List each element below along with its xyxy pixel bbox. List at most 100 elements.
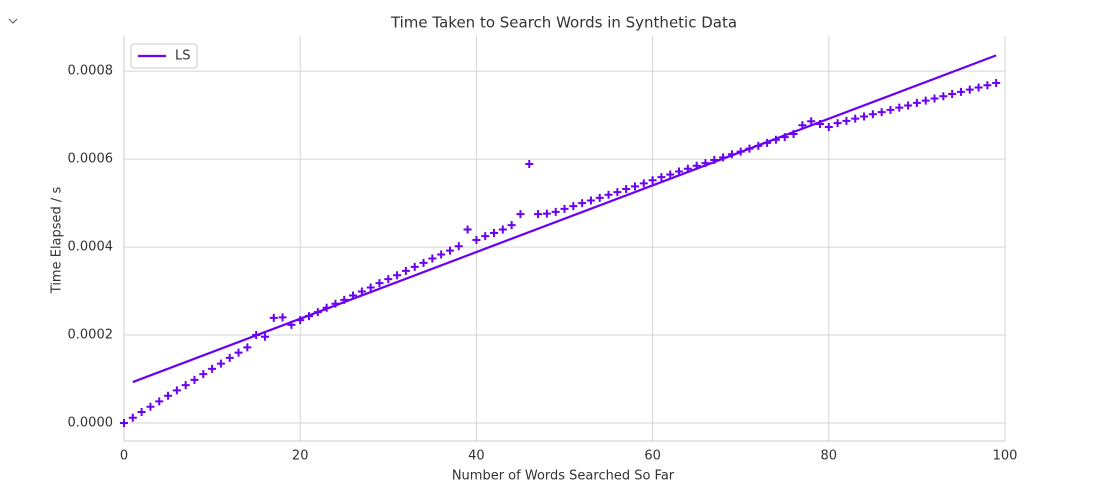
scatter-point bbox=[269, 313, 278, 322]
scatter-point bbox=[983, 81, 992, 90]
scatter-point bbox=[313, 308, 322, 317]
scatter-point bbox=[225, 353, 234, 362]
scatter-point bbox=[498, 225, 507, 234]
scatter-point bbox=[578, 199, 587, 208]
scatter-point bbox=[507, 221, 516, 230]
scatter-point bbox=[842, 116, 851, 125]
scatter-point bbox=[956, 87, 965, 96]
scatter-point bbox=[727, 150, 736, 159]
scatter-point bbox=[252, 331, 261, 340]
scatter-point bbox=[322, 303, 331, 312]
scatter-point bbox=[516, 210, 525, 219]
scatter-point bbox=[912, 98, 921, 107]
scatter-point bbox=[454, 242, 463, 251]
scatter-point bbox=[375, 279, 384, 288]
scatter-point bbox=[181, 381, 190, 390]
scatter-point bbox=[630, 182, 639, 191]
scatter-point bbox=[560, 204, 569, 213]
scatter-point bbox=[296, 316, 305, 325]
scatter-point bbox=[199, 370, 208, 379]
scatter-point bbox=[463, 225, 472, 234]
scatter-point bbox=[595, 193, 604, 202]
scatter-point bbox=[551, 207, 560, 216]
scatter-point bbox=[860, 112, 869, 121]
scatter-point bbox=[243, 343, 252, 352]
scatter-point bbox=[278, 313, 287, 322]
scatter-point bbox=[948, 90, 957, 99]
scatter-point bbox=[137, 407, 146, 416]
scatter-point bbox=[868, 110, 877, 119]
scatter-point bbox=[445, 246, 454, 255]
scatter-point bbox=[701, 159, 710, 168]
chart-title: Time Taken to Search Words in Synthetic … bbox=[390, 14, 737, 32]
scatter-point bbox=[974, 83, 983, 92]
x-tick-label: 80 bbox=[821, 449, 838, 464]
scatter-point bbox=[260, 332, 269, 341]
scatter-point bbox=[798, 121, 807, 130]
y-tick-label: 0.0000 bbox=[68, 415, 114, 430]
scatter-point bbox=[525, 159, 534, 168]
scatter-point bbox=[481, 232, 490, 241]
x-tick-label: 100 bbox=[993, 449, 1018, 464]
scatter-point bbox=[534, 210, 543, 219]
scatter-point bbox=[234, 348, 243, 357]
scatter-point bbox=[824, 123, 833, 132]
scatter-point bbox=[155, 397, 164, 406]
scatter-point bbox=[939, 92, 948, 101]
scatter-point bbox=[763, 138, 772, 147]
scatter-point bbox=[807, 117, 816, 126]
y-tick-label: 0.0004 bbox=[68, 240, 114, 255]
x-tick-label: 20 bbox=[292, 449, 309, 464]
scatter-point bbox=[472, 236, 481, 245]
fit-line bbox=[132, 54, 997, 384]
scatter-point bbox=[287, 320, 296, 329]
scatter-point bbox=[719, 153, 728, 162]
y-tick-label: 0.0002 bbox=[68, 328, 114, 343]
y-tick-label: 0.0006 bbox=[68, 152, 114, 167]
scatter-point bbox=[622, 185, 631, 194]
x-tick-label: 0 bbox=[120, 449, 128, 464]
scatter-point bbox=[692, 161, 701, 170]
scatter-point bbox=[216, 359, 225, 368]
scatter-point bbox=[851, 114, 860, 123]
scatter-point bbox=[410, 262, 419, 271]
scatter-point bbox=[586, 196, 595, 205]
x-tick-label: 40 bbox=[468, 449, 485, 464]
collapse-chevron[interactable] bbox=[8, 18, 18, 24]
scatter-point bbox=[675, 167, 684, 176]
scatter-point bbox=[128, 413, 137, 422]
scatter-point bbox=[172, 386, 181, 395]
scatter-point bbox=[357, 287, 366, 296]
scatter-point bbox=[921, 96, 930, 105]
scatter-point bbox=[164, 391, 173, 400]
scatter-point bbox=[789, 130, 798, 139]
scatter-point bbox=[349, 291, 358, 300]
scatter-point bbox=[428, 254, 437, 263]
scatter-point bbox=[305, 312, 314, 321]
x-tick-label: 60 bbox=[644, 449, 661, 464]
scatter-point bbox=[895, 103, 904, 112]
scatter-point bbox=[490, 229, 499, 238]
scatter-point bbox=[542, 209, 551, 218]
scatter-point bbox=[401, 266, 410, 275]
scatter-point bbox=[930, 94, 939, 103]
scatter-point bbox=[384, 275, 393, 284]
scatter-point bbox=[683, 164, 692, 173]
scatter-point bbox=[331, 299, 340, 308]
scatter-point bbox=[992, 79, 1001, 88]
scatter-point bbox=[604, 190, 613, 199]
scatter-point bbox=[780, 133, 789, 142]
y-axis-label: Time Elapsed / s bbox=[50, 187, 65, 295]
scatter-point bbox=[754, 141, 763, 150]
scatter-point bbox=[437, 250, 446, 259]
scatter-point bbox=[886, 105, 895, 114]
scatter-point bbox=[419, 258, 428, 267]
scatter-point bbox=[657, 173, 666, 182]
scatter-point bbox=[208, 364, 217, 373]
y-tick-label: 0.0008 bbox=[68, 64, 114, 79]
scatter-point bbox=[710, 156, 719, 165]
scatter-point bbox=[393, 271, 402, 280]
scatter-point bbox=[146, 402, 155, 411]
